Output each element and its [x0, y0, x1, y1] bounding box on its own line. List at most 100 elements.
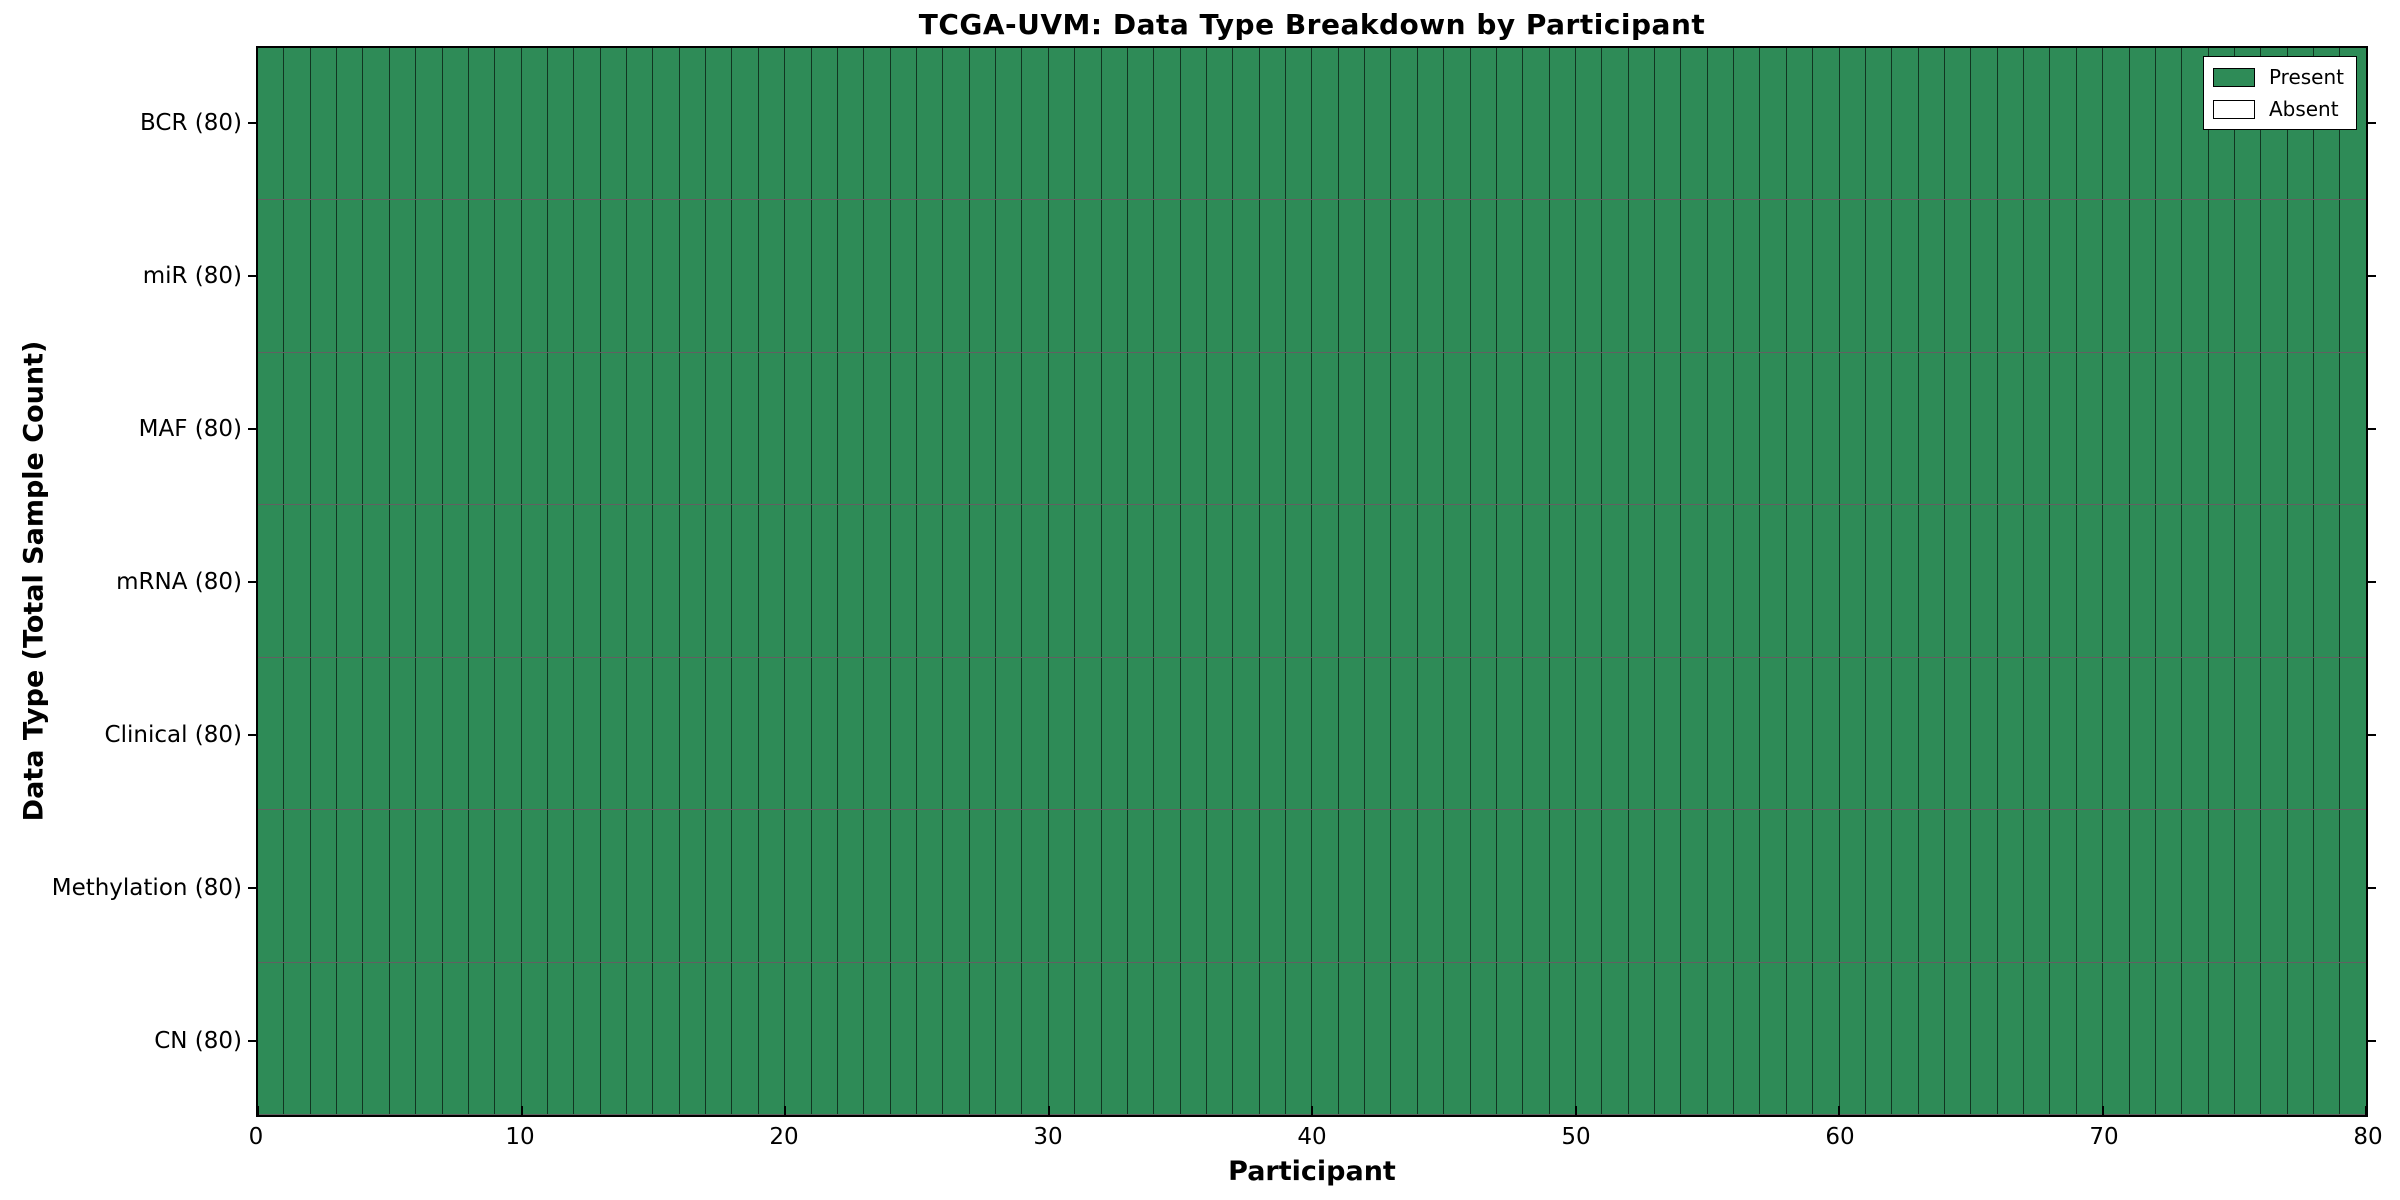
heatmap-cell: [284, 200, 311, 352]
heatmap-cell: [1417, 505, 1445, 657]
heatmap-cell: [1813, 810, 1840, 962]
heatmap-cell: [1101, 505, 1128, 657]
heatmap-row: [258, 200, 2366, 353]
heatmap-cell: [310, 48, 338, 200]
heatmap-cell: [890, 200, 917, 352]
heatmap-cell: [1971, 352, 1998, 505]
heatmap-cell: [310, 810, 338, 962]
heatmap-cell: [1628, 962, 1656, 1114]
heatmap-cell: [1971, 505, 1998, 657]
heatmap-cell: [1259, 962, 1287, 1114]
heatmap-cell: [864, 200, 891, 352]
heatmap-cell: [442, 657, 469, 810]
heatmap-cell: [943, 962, 970, 1114]
y-tick-mark-left: [248, 427, 256, 430]
heatmap-cell: [1655, 962, 1682, 1114]
heatmap-cell: [1101, 48, 1128, 200]
heatmap-cell: [758, 48, 786, 200]
heatmap-cell: [468, 657, 496, 810]
heatmap-cell: [2234, 962, 2262, 1114]
heatmap-cell: [916, 657, 944, 810]
heatmap-cell: [521, 352, 548, 505]
heatmap-cell: [363, 505, 390, 657]
heatmap-cell: [2208, 200, 2235, 352]
heatmap-cell: [1206, 352, 1234, 505]
heatmap-cell: [1259, 810, 1287, 962]
heatmap-cell: [284, 810, 311, 962]
heatmap-cell: [1365, 352, 1392, 505]
heatmap-cell: [1575, 810, 1603, 962]
chart-title: TCGA-UVM: Data Type Breakdown by Partici…: [918, 8, 1706, 41]
heatmap-cell: [600, 505, 628, 657]
heatmap-cell: [1734, 48, 1761, 200]
heatmap-cell: [943, 200, 970, 352]
heatmap-cell: [1813, 657, 1840, 810]
heatmap-cell: [1971, 657, 1998, 810]
heatmap-cell: [363, 48, 390, 200]
heatmap-cell: [1628, 352, 1656, 505]
heatmap-cell: [1127, 810, 1155, 962]
heatmap-cell: [1945, 505, 1972, 657]
heatmap-cell: [495, 352, 522, 505]
heatmap-cell: [2103, 352, 2130, 505]
x-tick-label: 10: [505, 1124, 535, 1150]
heatmap-cell: [389, 352, 417, 505]
heatmap-cell: [1681, 352, 1708, 505]
heatmap-cell: [1259, 200, 1287, 352]
heatmap-cell: [2287, 810, 2315, 962]
heatmap-cell: [2155, 657, 2183, 810]
heatmap-cell: [1417, 962, 1445, 1114]
heatmap-cell: [1865, 352, 1893, 505]
heatmap-cell: [1075, 352, 1102, 505]
heatmap-cell: [1206, 657, 1234, 810]
heatmap-cell: [1101, 352, 1128, 505]
y-tick-mark-left: [248, 121, 256, 124]
heatmap-cell: [416, 48, 443, 200]
heatmap-cell: [1602, 48, 1629, 200]
heatmap-cell: [310, 505, 338, 657]
heatmap-cell: [1470, 810, 1497, 962]
heatmap-cell: [2103, 48, 2130, 200]
heatmap-cell: [837, 352, 865, 505]
heatmap-cell: [890, 505, 917, 657]
heatmap-cell: [2234, 352, 2262, 505]
heatmap-cell: [1286, 657, 1313, 810]
heatmap-cell: [785, 352, 812, 505]
heatmap-cell: [1549, 962, 1576, 1114]
heatmap-cell: [416, 505, 443, 657]
heatmap-cell: [1707, 657, 1735, 810]
heatmap-cell: [1391, 505, 1418, 657]
heatmap-cell: [916, 200, 944, 352]
heatmap-cell: [2076, 505, 2104, 657]
heatmap-cell: [2024, 962, 2051, 1114]
heatmap-cell: [1391, 48, 1418, 200]
heatmap-cell: [2340, 962, 2366, 1114]
heatmap-cell: [916, 48, 944, 200]
heatmap-cell: [416, 657, 443, 810]
heatmap-cell: [1549, 48, 1576, 200]
heatmap-cell: [2129, 962, 2156, 1114]
heatmap-cell: [785, 48, 812, 200]
x-tick-label: 30: [1033, 1124, 1063, 1150]
heatmap-cell: [1391, 810, 1418, 962]
heatmap-cell: [1813, 352, 1840, 505]
heatmap-cell: [996, 657, 1023, 810]
heatmap-cell: [1602, 810, 1629, 962]
heatmap-cell: [996, 962, 1023, 1114]
heatmap-cell: [1602, 352, 1629, 505]
heatmap-cell: [732, 48, 759, 200]
heatmap-cell: [1786, 200, 1814, 352]
heatmap-cell: [2076, 810, 2104, 962]
heatmap-cell: [2208, 962, 2235, 1114]
heatmap-cell: [1154, 810, 1181, 962]
heatmap-cell: [284, 352, 311, 505]
heatmap-cell: [1365, 657, 1392, 810]
x-tick-label: 80: [2353, 1124, 2383, 1150]
x-tick-label: 20: [769, 1124, 799, 1150]
heatmap-cell: [1997, 200, 2025, 352]
heatmap-cell: [1233, 810, 1260, 962]
heatmap-cell: [1365, 962, 1392, 1114]
heatmap-cell: [2024, 505, 2051, 657]
heatmap-cell: [1602, 505, 1629, 657]
heatmap-cell: [1523, 200, 1550, 352]
